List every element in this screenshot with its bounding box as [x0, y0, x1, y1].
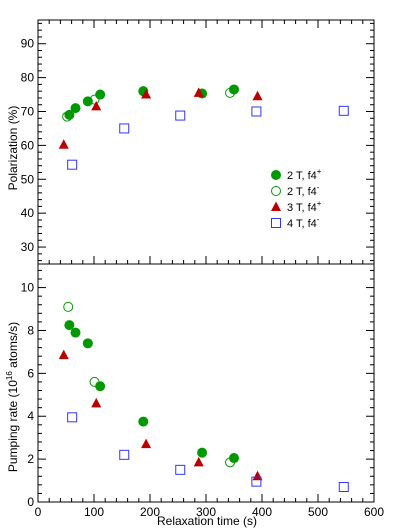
polarization-y-axis-label: Polarization (%): [6, 106, 20, 191]
pumping-rate-point-2-t-f4plus: [197, 447, 208, 458]
polarization-plot-area: 30 40 50 60 70 80 90: [21, 19, 375, 265]
pumping-rate-point-2-t-f4minus: [63, 301, 74, 312]
polarization-y-tick-label: 50: [21, 172, 35, 186]
polarization-point-4-t-f4minus: [338, 105, 349, 116]
legend-marker: [271, 201, 281, 211]
pumping-rate-y-tick-label: 8: [27, 323, 34, 337]
pumping-rate-point-4-t-f4minus: [251, 476, 262, 487]
legend-label-superscript: -: [317, 183, 320, 192]
polarization-point-3-t-f4plus: [58, 139, 69, 149]
polarization-point-3-t-f4plus: [91, 100, 102, 111]
pumping-rate-point-2-t-f4plus: [229, 453, 239, 464]
pumping-rate-point-2-t-f4plus: [70, 327, 81, 338]
legend-marker: [271, 170, 281, 180]
pumping-rate-y-tick-label: 4: [27, 409, 34, 423]
pumping-rate-point-3-t-f4plus: [193, 456, 204, 467]
polarization-point-4-t-f4minus: [175, 110, 186, 121]
legend-label-superscript: -: [317, 215, 320, 224]
polarization-y-tick-label: 60: [21, 138, 35, 152]
pumping-rate-point-2-t-f4plus: [82, 338, 93, 349]
pumping-rate-point-4-t-f4minus: [338, 481, 349, 492]
polarization-point-4-t-f4minus: [119, 123, 130, 134]
pumping-rate-panel: 0 100 200 300 400 500 600 0 2 4 6 8 10 Pumping rate …: [5, 263, 384, 528]
pumping-rate-point-2-t-f4plus: [138, 416, 149, 427]
polarization-point-2-t-f4minus: [62, 111, 73, 122]
polarization-y-tick-label: 80: [21, 71, 35, 85]
x-tick-label: 400: [252, 505, 272, 519]
x-tick-label: 500: [308, 505, 328, 519]
pumping-rate-point-3-t-f4plus: [58, 349, 69, 360]
legend-label-superscript: +: [317, 167, 322, 176]
x-tick-label: 0: [35, 505, 42, 519]
pumping-rate-y-tick-label: 10: [21, 281, 35, 295]
legend-label: 2 T, f4+: [287, 167, 322, 182]
pumping-rate-point-2-t-f4minus: [225, 457, 236, 468]
pumping-rate-y-tick-label: 2: [27, 452, 34, 466]
legend-marker: [271, 218, 281, 228]
pumping-rate-point-3-t-f4plus: [252, 470, 263, 481]
polarization-point-2-t-f4plus: [95, 89, 106, 100]
pumping-rate-y-tick-label: 0: [27, 495, 34, 509]
legend-marker: [271, 186, 281, 196]
polarization-point-2-t-f4minus: [225, 87, 236, 98]
polarization-y-tick-label: 70: [21, 105, 35, 119]
x-tick-label: 300: [196, 505, 216, 519]
pumping-rate-y-tick-label: 6: [27, 366, 34, 380]
x-tick-label: 100: [84, 505, 104, 519]
pumping-rate-y-axis-label: Pumping rate (1016 atoms/s): [5, 322, 20, 472]
polarization-point-2-t-f4plus: [82, 96, 93, 107]
polarization-point-4-t-f4minus: [251, 106, 262, 117]
x-axis-label: Relaxation time (s): [157, 514, 257, 528]
pumping-rate-point-4-t-f4minus: [67, 412, 78, 423]
polarization-point-3-t-f4plus: [193, 87, 204, 97]
polarization-frame: [37, 19, 375, 265]
legend-label: 4 T, f4-: [287, 215, 320, 230]
polarization-point-3-t-f4plus: [252, 90, 263, 101]
pumping-rate-point-4-t-f4minus: [175, 464, 186, 475]
polarization-y-tick-label: 90: [21, 37, 35, 51]
polarization-point-2-t-f4plus: [229, 84, 239, 95]
legend: 2 T, f4+2 T, f4-3 T, f4+4 T, f4-: [271, 167, 322, 230]
pumping-rate-plot-area: 0 100 200 300 400 500 600 0 2 4 6 8 10: [21, 263, 384, 519]
polarization-panel: 30 40 50 60 70 80 90 Polarization (%) 2 T, f4+…: [6, 19, 375, 265]
pumping-rate-frame: [37, 263, 375, 503]
polarization-point-2-t-f4plus: [70, 103, 81, 114]
pumping-rate-point-4-t-f4minus: [119, 449, 130, 460]
legend-label: 3 T, f4+: [287, 199, 322, 214]
x-tick-label: 200: [140, 505, 160, 519]
polarization-point-4-t-f4minus: [67, 159, 78, 170]
pumping-rate-y-label-unit: atoms/s): [6, 322, 20, 371]
pumping-rate-y-label-main: Pumping rate (10: [6, 380, 20, 472]
legend-label-superscript: +: [317, 199, 322, 208]
pumping-rate-y-label-exponent: 16: [5, 371, 14, 380]
polarization-point-3-t-f4plus: [141, 89, 152, 99]
legend-label: 2 T, f4-: [287, 183, 320, 198]
pumping-rate-point-3-t-f4plus: [91, 397, 102, 408]
polarization-y-tick-label: 30: [21, 240, 35, 254]
pumping-rate-point-2-t-f4plus: [95, 381, 106, 392]
pumping-rate-point-2-t-f4plus: [64, 320, 75, 331]
x-tick-label: 600: [364, 505, 384, 519]
polarization-y-tick-label: 40: [21, 206, 35, 220]
pumping-rate-point-2-t-f4minus: [89, 376, 100, 387]
pumping-rate-point-3-t-f4plus: [141, 438, 152, 449]
